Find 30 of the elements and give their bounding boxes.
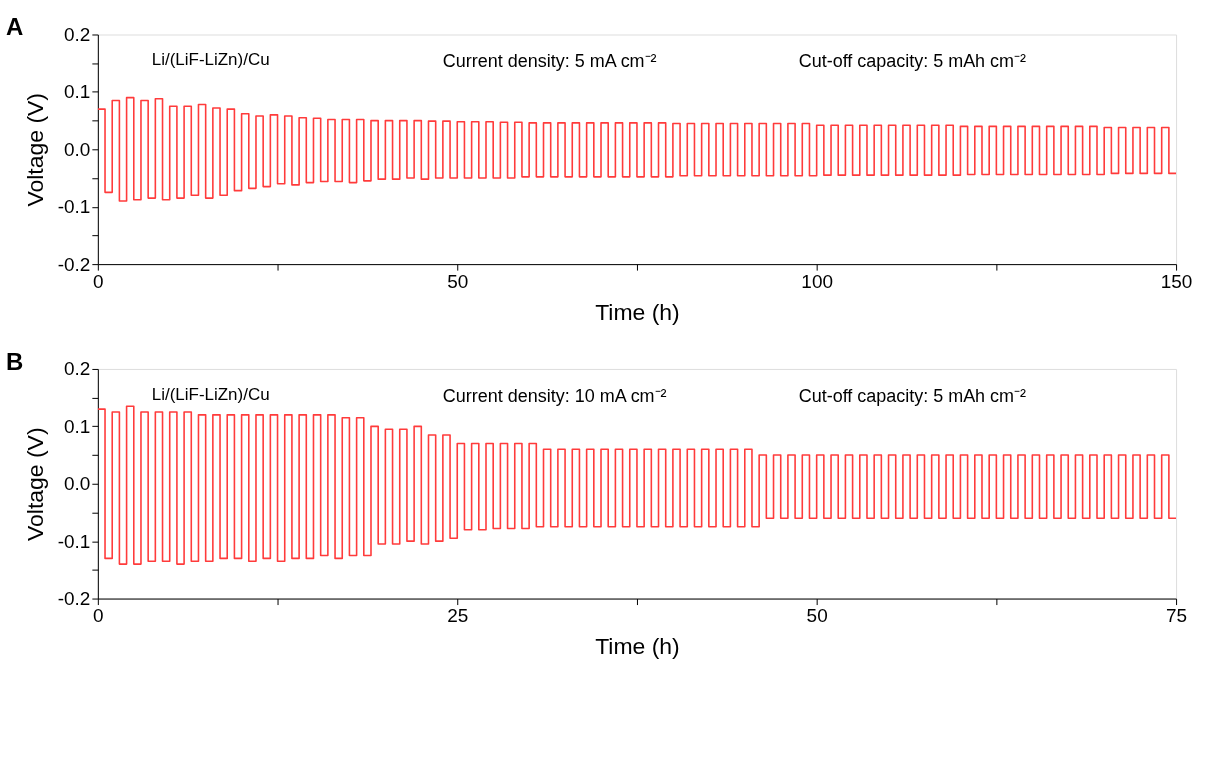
annotation: Cut-off capacity: 5 mAh cm⁻² (798, 51, 1027, 72)
x-tick-label: 100 (801, 270, 833, 292)
annotation: Current density: 5 mA cm⁻² (442, 51, 657, 72)
y-tick-label: 0.2 (63, 23, 91, 45)
y-tick-label: -0.1 (57, 196, 91, 218)
y-tick-label: 0.0 (63, 473, 91, 495)
x-tick-label: 150 (1160, 270, 1193, 292)
annotation: Li/(LiF-LiZn)/Cu (151, 50, 270, 70)
x-tick-label: 75 (1166, 605, 1188, 627)
annotation: Current density: 10 mA cm⁻² (442, 385, 667, 406)
annotation: Cut-off capacity: 5 mAh cm⁻² (798, 385, 1027, 406)
y-tick-label: 0.0 (63, 138, 91, 160)
y-tick-label: -0.2 (57, 588, 91, 610)
y-tick-label: 0.2 (63, 358, 91, 380)
x-axis-title: Time (h) (595, 298, 680, 325)
x-tick-label: 50 (806, 605, 828, 627)
x-tick-label: 25 (447, 605, 469, 627)
y-tick-label: 0.1 (63, 81, 91, 103)
x-axis-title: Time (h) (595, 632, 680, 659)
annotation: Li/(LiF-LiZn)/Cu (151, 384, 270, 404)
y-axis-title: Voltage (V) (21, 427, 48, 542)
y-axis-title: Voltage (V) (21, 93, 48, 207)
x-tick-label: 50 (447, 270, 469, 292)
text: B (5, 347, 24, 375)
text: A (5, 13, 24, 41)
x-tick-label: 0 (93, 605, 104, 627)
y-tick-label: 0.1 (63, 415, 91, 437)
y-tick-label: -0.2 (57, 253, 91, 275)
y-tick-label: -0.1 (57, 530, 91, 552)
x-tick-label: 0 (93, 270, 104, 292)
